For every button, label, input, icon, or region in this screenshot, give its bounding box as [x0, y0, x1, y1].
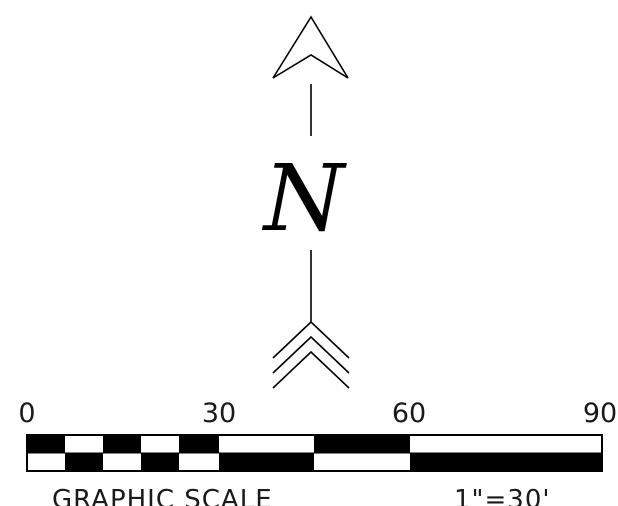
scale-tick-label-90: 90 [583, 398, 617, 429]
graphic-scale-bar [26, 434, 603, 472]
north-arrowhead-icon [272, 15, 349, 79]
scale-tick-label-0: 0 [18, 398, 35, 429]
scale-tick-labels: 0 30 60 90 [18, 398, 617, 429]
scale-tick-label-60: 60 [392, 398, 426, 429]
scale-tick-label-30: 30 [202, 398, 236, 429]
north-arrow: N [262, 15, 350, 389]
north-letter: N [262, 145, 348, 252]
graphic-scale-caption: GRAPHIC SCALE [52, 485, 273, 506]
scale-ratio-label: 1"=30' [454, 485, 551, 506]
north-arrow-tail-feathers-icon [272, 320, 350, 389]
